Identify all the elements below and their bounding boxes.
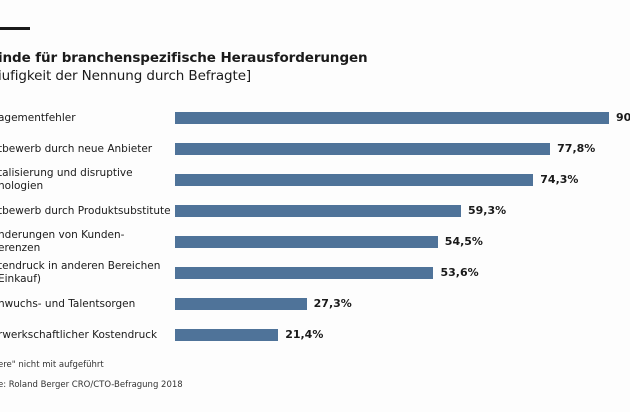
- category-label: tbewerb durch neue Anbieter: [0, 142, 153, 155]
- value-label: 54,5%: [444, 235, 483, 248]
- category-label: nderungen von Kunden-erenzen: [0, 229, 125, 254]
- value-label: 74,3%: [540, 173, 579, 186]
- category-label: talisierung und disruptive nologien: [0, 167, 133, 192]
- bar: [175, 205, 461, 217]
- source-note: e: Roland Berger CRO/CTO-Befragung 2018: [0, 380, 183, 390]
- bar: [175, 143, 551, 155]
- value-label: 59,3%: [467, 204, 507, 217]
- value-label: 27,3%: [313, 297, 352, 310]
- bar: [175, 112, 609, 124]
- chart-title: inde für branchenspezifische Herausforde…: [0, 50, 368, 66]
- bar: [175, 329, 279, 341]
- bar: [175, 174, 534, 186]
- category-label: rwerkschaftlicher Kostendruck: [0, 328, 158, 341]
- category-label: tendruck in anderen Bereichen Einkauf): [0, 260, 161, 285]
- category-label: nwuchs- und Talentsorgen: [0, 297, 136, 310]
- chart-subtitle: iufigkeit der Nennung durch Befragte]: [0, 68, 252, 84]
- value-label: 53,6%: [440, 266, 479, 279]
- footnote: ere" nicht mit aufgeführt: [0, 360, 104, 370]
- value-label: 77,8%: [557, 142, 596, 155]
- bar: [175, 298, 307, 310]
- value-label: 90: [616, 111, 630, 124]
- header-rule: [0, 27, 30, 30]
- bar: [175, 236, 438, 248]
- value-label: 21,4%: [285, 328, 324, 341]
- category-label: agementfehler: [0, 111, 76, 124]
- category-label: tbewerb durch Produktsubstitute: [0, 204, 171, 217]
- bar: [175, 267, 434, 279]
